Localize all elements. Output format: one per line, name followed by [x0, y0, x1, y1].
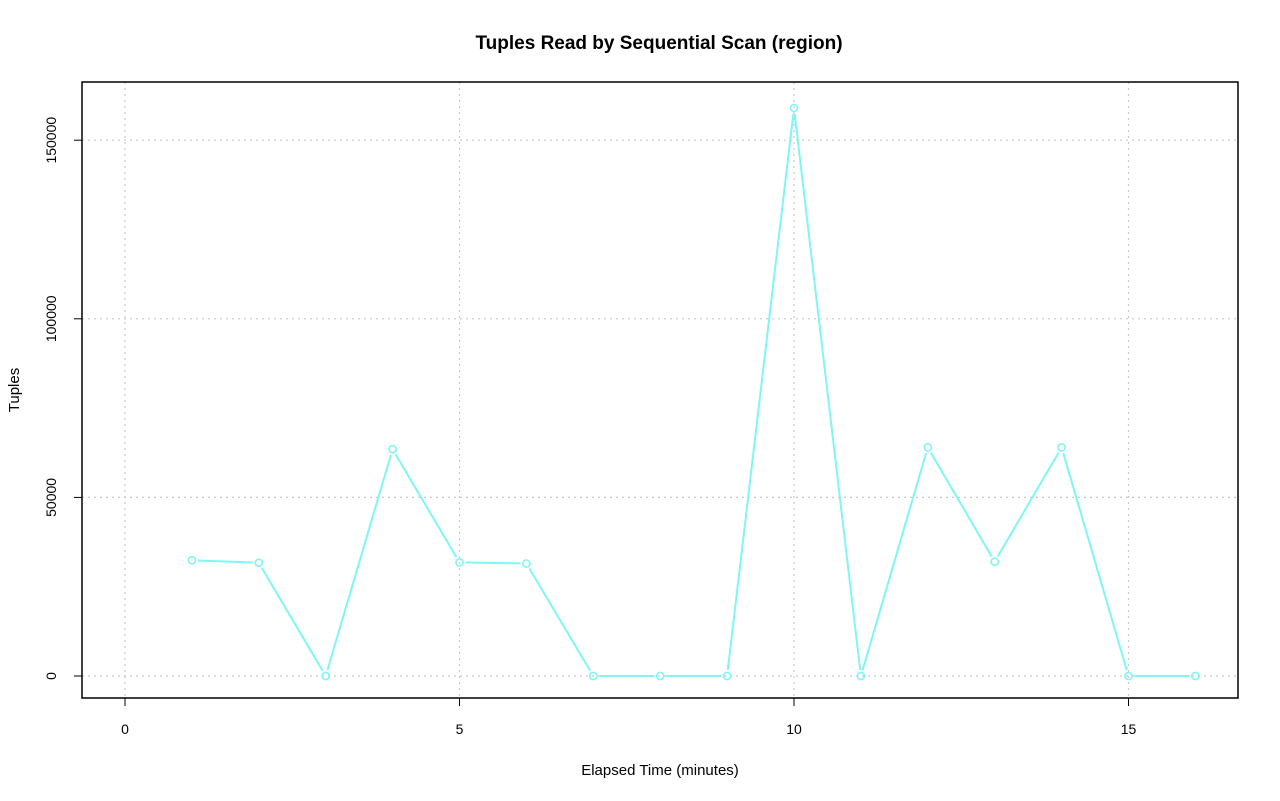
series-line-segment — [465, 561, 521, 565]
x-tick-label: 15 — [1121, 721, 1137, 737]
data-point — [321, 671, 331, 681]
series-line-segment — [793, 113, 862, 671]
data-point — [856, 671, 866, 681]
series-line-segment — [929, 452, 993, 558]
series-line-segment — [528, 568, 592, 672]
data-point — [388, 444, 397, 454]
axes: 0 5 10 15 0 50000 100000 150000 — [43, 117, 1136, 737]
series-line-segment — [726, 113, 795, 671]
series-line-segment — [197, 559, 253, 564]
series-line-segment — [1062, 452, 1128, 671]
data-point — [522, 559, 531, 568]
series-line-segment — [260, 567, 324, 672]
data-point — [1124, 671, 1133, 681]
x-axis-label: Elapsed Time (minutes) — [581, 762, 739, 779]
data-point — [1191, 671, 1200, 681]
series-line-segment — [861, 452, 928, 671]
series-line-segment — [996, 452, 1060, 558]
data-point — [455, 558, 464, 567]
chart-title: Tuples Read by Sequential Scan (region) — [475, 33, 842, 54]
data-point — [990, 557, 1000, 567]
y-tick-label: 50000 — [43, 478, 59, 517]
plot-frame — [81, 81, 1239, 699]
data-point — [923, 442, 933, 452]
series-line-segment — [326, 454, 392, 671]
x-tick-label: 10 — [786, 721, 802, 737]
y-tick-label: 100000 — [43, 295, 59, 342]
y-tick-label: 150000 — [43, 117, 59, 164]
data-point — [655, 671, 665, 681]
data-point — [187, 555, 197, 565]
series-line-segment — [394, 453, 458, 558]
data-point — [588, 671, 598, 681]
data-point — [254, 558, 264, 568]
grid-lines — [82, 82, 1238, 698]
data-point — [722, 671, 732, 681]
x-tick-label: 0 — [121, 721, 129, 737]
y-axis-label: Tuples — [6, 368, 23, 412]
y-tick-label: 0 — [43, 672, 59, 680]
series-layer — [187, 103, 1200, 681]
data-point — [1057, 442, 1066, 452]
data-point — [789, 103, 799, 113]
x-tick-label: 5 — [456, 721, 464, 737]
